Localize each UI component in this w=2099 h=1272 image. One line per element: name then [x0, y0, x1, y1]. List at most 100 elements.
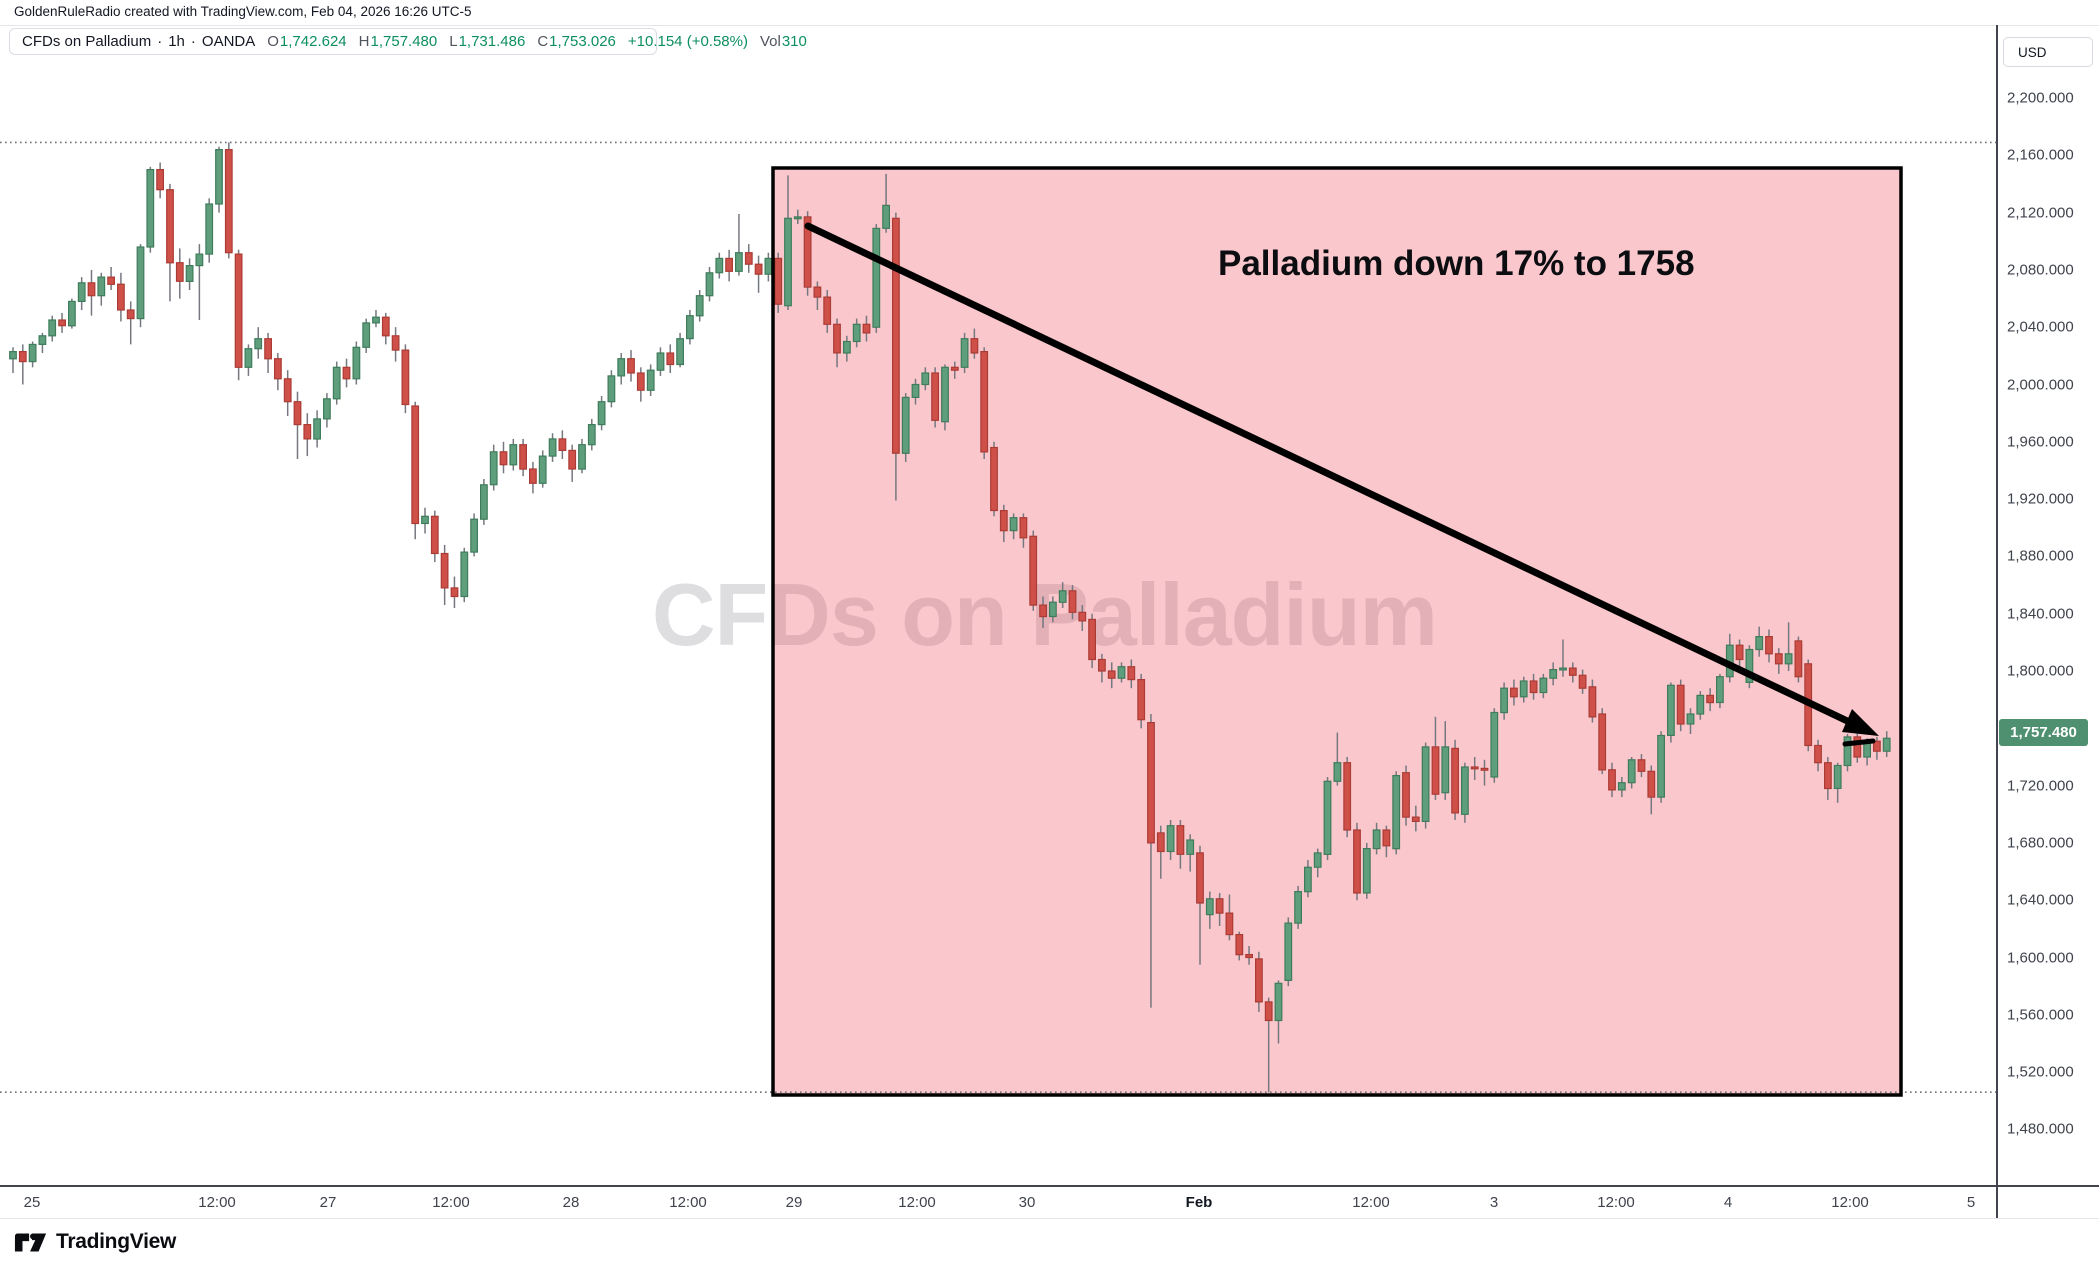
candle-up: [352, 346, 361, 380]
change-value: +10.154 (+0.58%): [627, 33, 748, 50]
candle-down: [980, 351, 989, 453]
candle-up: [734, 252, 743, 272]
candle-down: [1470, 766, 1479, 770]
candle-up: [1843, 736, 1852, 767]
candle-down: [440, 552, 449, 589]
candle-up: [1441, 746, 1450, 794]
candle-up: [362, 322, 371, 348]
candle-up: [597, 401, 606, 426]
time-tick-label: 3: [1489, 1194, 1499, 1211]
price-tick-label: 1,640.000: [2007, 891, 2074, 909]
candle-up: [705, 272, 714, 297]
candle-up: [195, 253, 204, 267]
price-tick-label: 2,160.000: [2007, 146, 2074, 164]
candle-down: [823, 296, 832, 325]
symbol-legend[interactable]: CFDs on Palladium · 1h · OANDA O 1,742.62…: [9, 28, 807, 55]
candle-up: [1833, 764, 1842, 789]
candle-up: [1323, 780, 1332, 855]
candle-down: [1774, 653, 1783, 665]
candle-down: [1794, 640, 1803, 678]
candle-up: [77, 282, 86, 302]
candle-up: [1519, 680, 1528, 698]
candle-down: [450, 587, 459, 598]
candle-up: [38, 335, 47, 345]
highlight-box-border: [771, 166, 1903, 1097]
candle-down: [519, 444, 527, 470]
volume-label: Vol: [759, 33, 781, 50]
candle-up: [470, 518, 478, 553]
price-tick-label: 1,920.000: [2007, 490, 2074, 508]
candle-down: [862, 323, 871, 334]
candle-down: [499, 451, 508, 466]
candle-up: [254, 338, 263, 350]
time-tick-label: 12:00: [198, 1194, 236, 1211]
candle-up: [1686, 713, 1695, 725]
annotation-text[interactable]: Palladium down 17% to 1758: [1218, 244, 1695, 283]
candle-down: [1137, 678, 1146, 721]
candle-up: [548, 438, 557, 457]
price-tick-label: 1,480.000: [2007, 1120, 2074, 1138]
candle-down: [58, 319, 66, 327]
time-tick-label: 12:00: [1831, 1194, 1869, 1211]
low-label: L: [449, 33, 458, 50]
candle-up: [764, 257, 773, 275]
candle-down: [528, 468, 537, 484]
candle-down: [1872, 740, 1881, 752]
candle-down: [1823, 762, 1832, 790]
currency-toggle[interactable]: USD: [2003, 37, 2093, 67]
candle-down: [1176, 825, 1185, 855]
candle-up: [1490, 711, 1499, 778]
candle-up: [911, 383, 920, 398]
tradingview-branding[interactable]: TradingView: [14, 1230, 176, 1254]
price-tick-label: 2,200.000: [2007, 89, 2074, 107]
time-tick-label: Feb: [1185, 1194, 1213, 1211]
currency-label: USD: [2018, 44, 2047, 60]
candle-down: [1735, 644, 1744, 661]
candle-down: [1814, 744, 1822, 764]
candle-up: [1657, 734, 1666, 798]
candle-up: [1539, 677, 1548, 694]
trend-arrow[interactable]: [804, 222, 1866, 732]
candle-up: [695, 295, 704, 317]
high-value: 1,757.480: [370, 33, 438, 50]
tradingview-wordmark: TradingView: [56, 1230, 177, 1253]
trend-arrow-barb: [1842, 738, 1876, 747]
candle-up: [215, 149, 223, 205]
highlight-box[interactable]: [773, 168, 1901, 1095]
candle-up: [1617, 782, 1626, 791]
candle-down: [401, 349, 410, 406]
candle-down: [1598, 713, 1607, 771]
candle-up: [1284, 922, 1293, 981]
candle-up: [480, 484, 488, 520]
candle-down: [725, 257, 733, 272]
candle-down: [166, 189, 174, 264]
candle-down: [1647, 770, 1656, 798]
candle-up: [1549, 668, 1558, 679]
candle-up: [1313, 852, 1322, 868]
candle-up: [646, 369, 655, 391]
candle-up: [1166, 825, 1175, 853]
candle-down: [156, 169, 165, 191]
candle-down: [1402, 772, 1410, 818]
candle-up: [323, 398, 331, 420]
interval-label: 1h: [168, 33, 185, 50]
candle-down: [1245, 953, 1254, 959]
candle-up: [1421, 746, 1430, 823]
candle-up: [1882, 737, 1891, 752]
candle-up: [244, 348, 253, 368]
candle-down: [224, 149, 233, 254]
candle-up: [185, 265, 194, 283]
candle-up: [489, 451, 498, 486]
candle-up: [136, 246, 145, 320]
candle-up: [901, 396, 910, 454]
candle-down: [234, 253, 243, 368]
price-tick-label: 2,040.000: [2007, 318, 2074, 336]
candle-down: [107, 276, 116, 285]
volume-value: 310: [781, 33, 807, 50]
candle-up: [1274, 982, 1283, 1022]
candle-down: [1343, 762, 1352, 831]
price-axis-border: [1996, 25, 1998, 1218]
candle-down: [1088, 618, 1097, 661]
price-tick-label: 1,680.000: [2007, 834, 2074, 852]
